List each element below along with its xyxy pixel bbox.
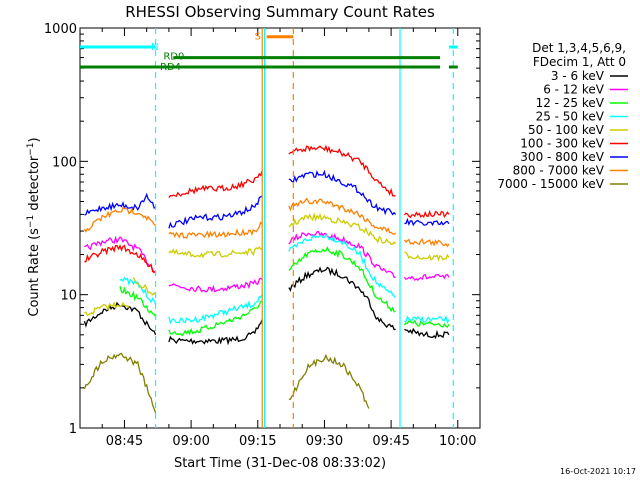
series-line — [168, 319, 263, 346]
legend-item-label: 3 - 6 keV — [551, 69, 605, 83]
series-line — [403, 319, 450, 329]
series-line — [403, 273, 450, 282]
series-line — [288, 230, 396, 278]
y-axis-label-end: ) — [27, 137, 42, 142]
y-tick-label: 1000 — [44, 22, 77, 37]
series-line — [84, 235, 156, 274]
y-tick-label: 10 — [60, 289, 77, 304]
annotation-label: S — [255, 32, 261, 43]
series-line — [404, 217, 450, 227]
legend-item-label: 100 - 300 keV — [520, 137, 604, 151]
series-line — [288, 266, 396, 331]
chart-title: RHESSI Observing Summary Count Rates — [125, 3, 435, 21]
series-line — [84, 244, 157, 274]
legend-item-label: 7000 - 15000 keV — [497, 177, 604, 191]
axis-ticks: 1 10 100 1000 08:45 09:00 09:15 09:30 09:45 10:00 — [44, 22, 481, 449]
series-line — [288, 212, 397, 245]
series-line — [168, 246, 263, 259]
x-tick-label: 09:30 — [306, 434, 343, 449]
legend-item-label: 800 - 7000 keV — [513, 164, 605, 178]
legend: Det 1,3,4,5,6,9, FDecim 1, Att 0 3 - 6 k… — [497, 41, 628, 191]
x-tick-label: 09:15 — [239, 434, 276, 449]
series-line — [168, 221, 263, 239]
legend-item-label: 6 - 12 keV — [543, 83, 605, 97]
series-line — [403, 238, 450, 248]
series-line — [168, 195, 263, 229]
legend-item-label: 12 - 25 keV — [536, 96, 605, 110]
y-tick-label: 100 — [52, 155, 77, 170]
series-line — [168, 300, 263, 337]
series-line — [403, 209, 450, 219]
legend-header-line-1: Det 1,3,4,5,6,9, — [532, 41, 626, 55]
y-axis-label: Count Rate (s−1 detector−1) — [26, 137, 42, 316]
series-line — [288, 246, 396, 313]
x-axis-label: Start Time (31-Dec-08 08:33:02) — [174, 456, 386, 471]
series-line — [83, 352, 157, 414]
series-line — [288, 197, 397, 236]
series-line — [83, 206, 157, 233]
series-line — [404, 314, 450, 325]
series-line — [132, 277, 157, 296]
series-line — [404, 251, 450, 262]
series-line — [288, 144, 396, 197]
annotation-label: N — [151, 42, 158, 53]
annotation-label: RD0 — [163, 52, 184, 63]
series-line — [119, 276, 157, 305]
series-line — [288, 234, 397, 299]
y-axis-label-sup2: −1 — [26, 142, 36, 155]
series-line — [168, 294, 263, 325]
y-tick-label: 1 — [69, 422, 77, 437]
legend-item-label: 25 - 50 keV — [536, 110, 605, 124]
series-layer — [83, 144, 450, 414]
annotation-label: RD4 — [160, 62, 181, 73]
legend-header-line-2: FDecim 1, Att 0 — [533, 55, 626, 69]
y-axis-label-main: Count Rate (s — [27, 228, 42, 317]
x-tick-label: 09:45 — [372, 434, 409, 449]
legend-item-label: 50 - 100 keV — [528, 123, 605, 137]
series-line — [119, 286, 157, 318]
y-axis-label-tail: detector — [27, 155, 42, 215]
y-axis-label-sup: −1 — [26, 215, 36, 228]
series-line — [288, 169, 397, 216]
series-line — [84, 301, 130, 317]
series-line — [288, 353, 370, 409]
x-tick-label: 10:00 — [439, 434, 476, 449]
series-line — [84, 192, 156, 216]
legend-item-label: 300 - 800 keV — [520, 150, 604, 164]
x-tick-label: 09:00 — [172, 434, 209, 449]
footer-timestamp: 16-Oct-2021 10:17 — [560, 467, 636, 476]
x-tick-label: 08:45 — [106, 434, 143, 449]
series-line — [168, 277, 263, 293]
series-line — [168, 170, 263, 199]
series-line — [404, 327, 450, 339]
